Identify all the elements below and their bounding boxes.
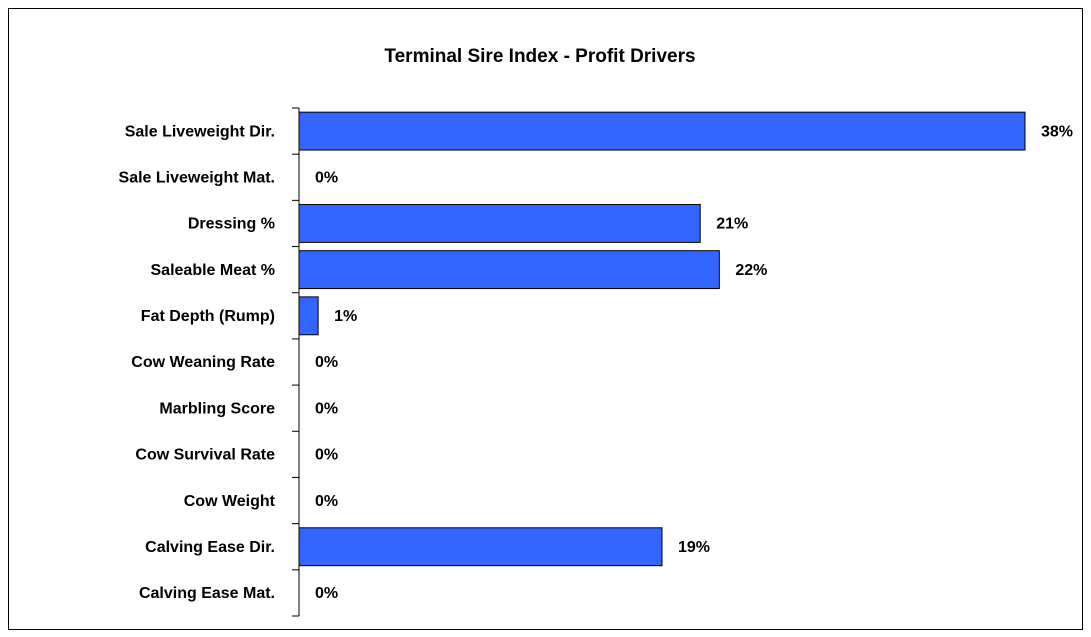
value-label: 0%	[315, 585, 338, 602]
value-label: 22%	[735, 262, 767, 279]
value-label: 38%	[1041, 123, 1073, 140]
category-label: Dressing %	[188, 216, 275, 233]
bar	[298, 296, 319, 336]
bar	[298, 527, 663, 567]
category-label: Saleable Meat %	[151, 262, 276, 279]
value-label: 21%	[716, 216, 748, 233]
value-label: 0%	[315, 354, 338, 371]
category-label: Cow Survival Rate	[135, 447, 275, 464]
value-label: 0%	[315, 169, 338, 186]
chart-title: Terminal Sire Index - Profit Drivers	[384, 46, 695, 67]
value-label: 0%	[315, 400, 338, 417]
category-label: Calving Ease Mat.	[139, 585, 275, 602]
value-label: 19%	[678, 539, 710, 556]
bar	[298, 204, 701, 243]
category-label: Fat Depth (Rump)	[141, 308, 275, 325]
category-label: Cow Weight	[184, 493, 276, 510]
value-label: 1%	[334, 308, 357, 325]
category-label: Calving Ease Dir.	[145, 539, 275, 556]
category-label: Sale Liveweight Dir.	[125, 123, 275, 140]
value-label: 0%	[315, 447, 338, 464]
category-label: Cow Weaning Rate	[131, 354, 275, 371]
bar	[298, 111, 1026, 151]
category-label: Sale Liveweight Mat.	[119, 169, 275, 186]
value-label: 0%	[315, 493, 338, 510]
bar	[298, 250, 720, 290]
category-label: Marbling Score	[159, 400, 275, 417]
